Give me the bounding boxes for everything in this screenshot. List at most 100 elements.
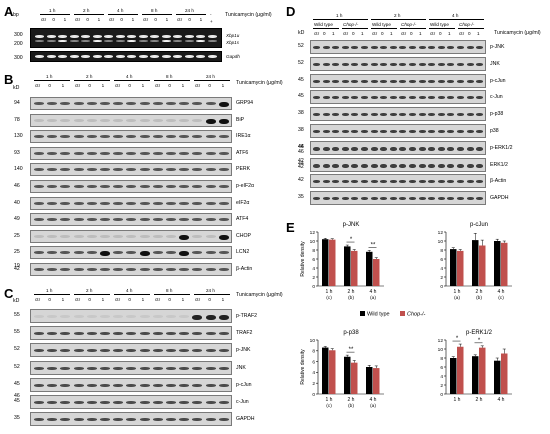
b-band-5-1 [47, 185, 58, 188]
b-band-3-12 [192, 151, 203, 155]
b-band-9-2 [60, 251, 71, 255]
b-band-9-8 [139, 251, 150, 257]
c-band-5-2 [60, 401, 71, 404]
xbp1s-band-3 [69, 40, 79, 42]
panel-c-time-header: 1 h ctr 0 1 2 h ctr 0 1 4 h ctr 0 1 8 h ctr 0 1 24 h ctr 0… [32, 288, 232, 308]
d-band-9-14 [447, 197, 455, 201]
b-kd-8: 25 [14, 232, 20, 239]
c-kd-5: 45 [14, 398, 20, 404]
gapdh-band-0 [35, 55, 44, 58]
c-band-0-0 [34, 315, 44, 318]
panel-d-extra-kd-2: 46 [298, 149, 304, 155]
c-band-5-3 [73, 401, 84, 404]
gene-gapdh: Gapdh [226, 54, 240, 59]
b-band-6-5 [100, 201, 110, 205]
chart-3-ytick-label-0: 0 [440, 392, 443, 398]
panel-c-extra-kd: 46 [14, 393, 20, 399]
c-kd-2: 52 [14, 346, 20, 353]
d-time-0: 1 h [336, 13, 343, 18]
b-band-4-8 [139, 168, 150, 172]
c-time-3: 8 h [166, 288, 173, 293]
b-band-2-9 [152, 135, 163, 139]
chart-2-ytick-label-0: 0 [312, 392, 315, 398]
d-lane-1-0-1: 0 [381, 31, 384, 36]
b-band-0-0 [34, 102, 44, 105]
d-lane-1-1-1: 0 [410, 31, 413, 36]
c-band-1-9 [152, 332, 163, 336]
d-band-8-11 [418, 180, 426, 184]
b-band-10-0 [34, 268, 44, 271]
d-band-5-7 [380, 130, 388, 133]
b-band-1-7 [126, 118, 137, 122]
c-lane-2-1: 0 [128, 297, 131, 302]
b-lane-3-0: ctr [155, 83, 161, 88]
b-band-0-11 [179, 102, 190, 105]
d-band-5-17 [476, 130, 484, 133]
d-band-8-8 [389, 180, 397, 184]
b-band-3-2 [60, 151, 71, 155]
d-genotype-2-1: Chop-/- [459, 22, 475, 27]
d-band-4-3 [341, 113, 349, 117]
d-band-8-17 [476, 180, 484, 184]
d-band-7-4 [351, 163, 359, 168]
c-band-4-10 [166, 383, 176, 387]
b-band-9-5 [100, 251, 110, 257]
xbp1s-band-9 [138, 40, 148, 42]
c-lane-4-1: 0 [208, 297, 211, 302]
d-band-7-0 [313, 163, 320, 168]
xbp1s-band-10 [150, 40, 159, 42]
chart-2-ytick-label-1: 2 [312, 381, 315, 387]
bp-label: bp [13, 12, 19, 18]
b-band-4-10 [166, 168, 176, 172]
d-kd-8: 42 [298, 177, 304, 184]
c-protein-1: TRAF2 [236, 330, 253, 337]
d-kd-5: 38 [298, 127, 304, 133]
b-band-3-8 [139, 151, 150, 155]
d-blot-6 [310, 140, 486, 155]
chart-3-bar-1-0 [457, 346, 464, 394]
b-blot-6 [30, 196, 232, 210]
xbp1-band-5 [92, 35, 102, 38]
b-band-1-13 [205, 118, 216, 124]
c-band-2-3 [73, 349, 84, 353]
xbp1-band-8 [127, 35, 136, 38]
b-band-10-14 [218, 268, 229, 271]
d-band-4-1 [322, 113, 330, 117]
xbp1s-band-6 [104, 40, 113, 42]
c-band-1-0 [34, 332, 44, 336]
legend-wild-swatch [360, 311, 365, 316]
d-time-2: 4 h [452, 13, 459, 18]
xbp1-band-7 [115, 35, 125, 38]
panel-d-extra-kd-4: 42 [298, 164, 304, 170]
c-band-0-14 [218, 315, 229, 320]
xbp1s-band-12 [173, 40, 182, 42]
marker-300-bottom: 300 [14, 55, 23, 61]
d-band-9-15 [457, 197, 464, 201]
d-band-2-7 [380, 79, 388, 83]
xbp1-band-15 [207, 35, 217, 38]
b-band-1-0 [34, 118, 44, 122]
b-band-7-9 [152, 218, 163, 222]
c-band-1-7 [126, 332, 137, 336]
chart-1-sublabel-2: (c) [498, 295, 504, 301]
d-band-7-1 [322, 163, 330, 168]
d-band-4-7 [380, 113, 388, 117]
b-band-5-9 [152, 185, 163, 188]
chart-2-xtick-2: 4 h [370, 397, 377, 403]
b-band-7-13 [205, 218, 216, 222]
c-kd-4: 45 [14, 380, 20, 387]
c-time-bracket-2 [114, 294, 150, 295]
a-time-4: 24 h [185, 8, 194, 13]
b-lane-2-2: 1 [141, 83, 145, 88]
b-band-3-3 [73, 151, 84, 155]
c-band-0-4 [86, 315, 97, 318]
d-blot-4 [310, 107, 486, 122]
c-band-6-14 [218, 418, 229, 422]
c-band-0-10 [166, 315, 176, 318]
b-protein-4: PERK [236, 166, 251, 173]
c-band-4-5 [100, 383, 110, 387]
b-band-7-0 [34, 218, 44, 222]
d-band-8-14 [447, 180, 455, 184]
b-band-9-14 [218, 251, 229, 255]
